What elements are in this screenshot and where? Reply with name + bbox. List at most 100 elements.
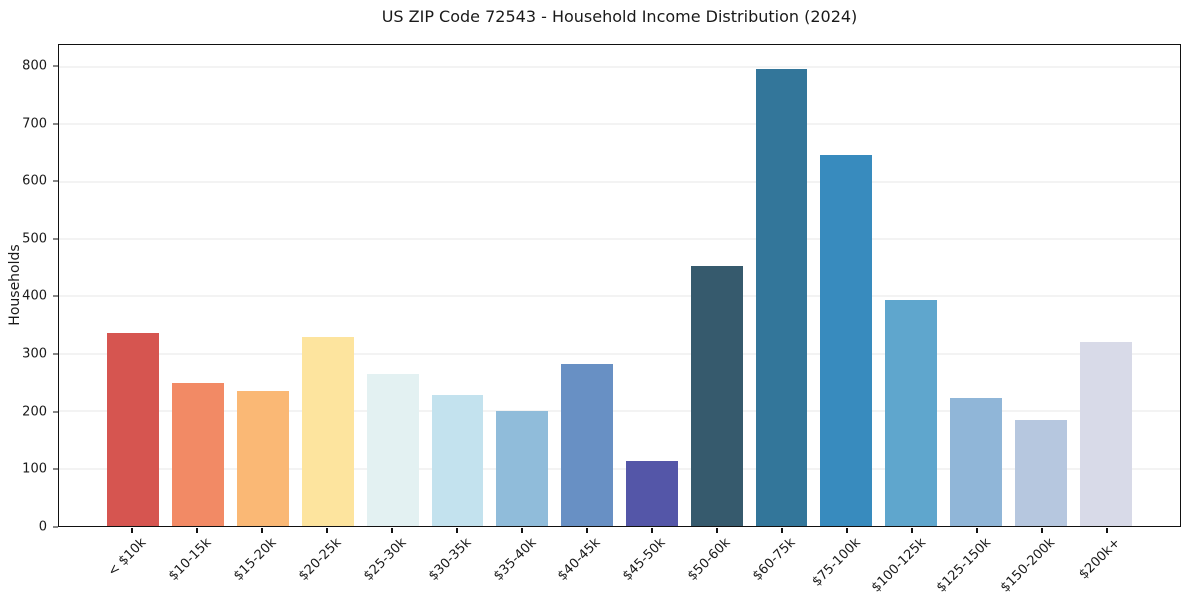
xtick-slot: $30-35k — [425, 527, 490, 589]
bar-40-45k — [561, 364, 614, 526]
xtick-slot: $40-45k — [555, 527, 620, 589]
y-axis-tick-marks — [53, 44, 58, 528]
bar-150-200k — [1014, 420, 1067, 526]
ytick-label-0: 0 — [38, 519, 47, 535]
gridline-400 — [59, 295, 1180, 297]
ytick-label-100: 100 — [22, 461, 47, 477]
bar-slot — [814, 45, 879, 526]
bar-slot — [749, 45, 814, 526]
xtick-slot: $200k+ — [1074, 527, 1139, 589]
bar-100-125k — [885, 299, 938, 526]
ytick-label-500: 500 — [22, 231, 47, 247]
xtick-slot: $75-100k — [809, 527, 879, 590]
ytick-label-800: 800 — [22, 58, 47, 74]
bar-200k — [1079, 342, 1132, 526]
bar-slot — [555, 45, 620, 526]
bar-50-60k — [690, 266, 743, 526]
xtick-mark — [196, 528, 199, 533]
bar-30-35k — [431, 394, 484, 526]
xtick-mark — [780, 528, 783, 533]
ytick-mark-0 — [53, 526, 58, 528]
xtick-mark — [326, 528, 329, 533]
xtick-slot: $100-125k — [868, 527, 944, 595]
gridline-700 — [59, 123, 1180, 125]
xtick-mark — [131, 528, 134, 533]
xtick-slot: $10-15k — [165, 527, 230, 589]
xtick-label-10k: < $10k — [105, 535, 150, 580]
xtick-label-40-45k: $40-45k — [555, 535, 604, 584]
bar-slot — [425, 45, 490, 526]
xtick-mark — [456, 528, 459, 533]
ytick-label-300: 300 — [22, 346, 47, 362]
ytick-mark-700 — [53, 123, 58, 125]
xtick-mark — [1040, 528, 1043, 533]
bar-slot — [944, 45, 1009, 526]
plot-area — [58, 44, 1181, 527]
xtick-slot: $35-40k — [490, 527, 555, 589]
xtick-slot: $45-50k — [620, 527, 685, 589]
ytick-mark-600 — [53, 180, 58, 182]
bar-125-150k — [950, 398, 1002, 526]
bar-60-75k — [755, 69, 808, 526]
bar-45-50k — [625, 461, 678, 526]
bar-slot — [360, 45, 425, 526]
bars-row — [59, 45, 1180, 526]
xtick-mark — [586, 528, 589, 533]
xtick-mark — [975, 528, 978, 533]
xtick-label-20-25k: $20-25k — [295, 535, 345, 584]
ytick-mark-500 — [53, 238, 58, 240]
bar-slot — [101, 45, 166, 526]
ytick-mark-100 — [53, 468, 58, 470]
ytick-label-600: 600 — [22, 173, 47, 189]
bar-slot — [295, 45, 360, 526]
xtick-mark — [261, 528, 264, 533]
ytick-mark-300 — [53, 353, 58, 355]
ytick-mark-800 — [53, 65, 58, 67]
bar-75-100k — [820, 154, 873, 526]
bar-slot — [684, 45, 749, 526]
ytick-mark-400 — [53, 295, 58, 297]
xtick-slot: $60-75k — [749, 527, 814, 589]
gridline-800 — [59, 66, 1180, 68]
xtick-label-25-30k: $25-30k — [360, 535, 410, 584]
bar-slot — [1073, 45, 1138, 526]
bar-10k — [107, 332, 160, 526]
xtick-slot: $50-60k — [684, 527, 749, 589]
xtick-mark — [650, 528, 653, 533]
xtick-label-10-15k: $10-15k — [165, 535, 215, 584]
xtick-mark — [845, 528, 848, 533]
gridline-500 — [59, 238, 1180, 240]
xtick-label-200k: $200k+ — [1076, 535, 1124, 583]
xtick-label-15-20k: $15-20k — [230, 535, 280, 584]
y-axis-tick-labels: 0 100 200 300 400 500 600 700 800 — [0, 44, 47, 533]
gridline-200 — [59, 410, 1180, 412]
xtick-mark — [521, 528, 524, 533]
xtick-mark — [1105, 528, 1108, 533]
gridline-600 — [59, 181, 1180, 183]
xtick-label-35-40k: $35-40k — [490, 535, 539, 584]
gridline-100 — [59, 468, 1180, 470]
bar-slot — [879, 45, 944, 526]
bar-35-40k — [496, 411, 549, 526]
ytick-label-700: 700 — [22, 116, 47, 132]
bar-10-15k — [172, 382, 225, 526]
xtick-mark — [391, 528, 394, 533]
ytick-label-400: 400 — [22, 288, 47, 304]
xtick-label-60-75k: $60-75k — [750, 535, 799, 584]
bar-slot — [231, 45, 296, 526]
ytick-label-200: 200 — [22, 404, 47, 420]
xtick-mark — [715, 528, 718, 533]
bar-20-25k — [301, 336, 354, 526]
gridline-300 — [59, 353, 1180, 355]
xtick-slot: $150-200k — [998, 527, 1074, 595]
xtick-slot: $125-150k — [933, 527, 1009, 595]
xtick-slot: < $10k — [100, 527, 165, 589]
xtick-label-30-35k: $30-35k — [425, 535, 475, 584]
ytick-mark-200 — [53, 411, 58, 413]
x-axis-tick-row: < $10k $10-15k $15-20k $20-25k $25-30k $30-35… — [58, 527, 1181, 595]
xtick-slot: $25-30k — [360, 527, 425, 589]
bar-slot — [620, 45, 685, 526]
xtick-label-50-60k: $50-60k — [685, 535, 734, 584]
bar-25-30k — [366, 373, 419, 526]
